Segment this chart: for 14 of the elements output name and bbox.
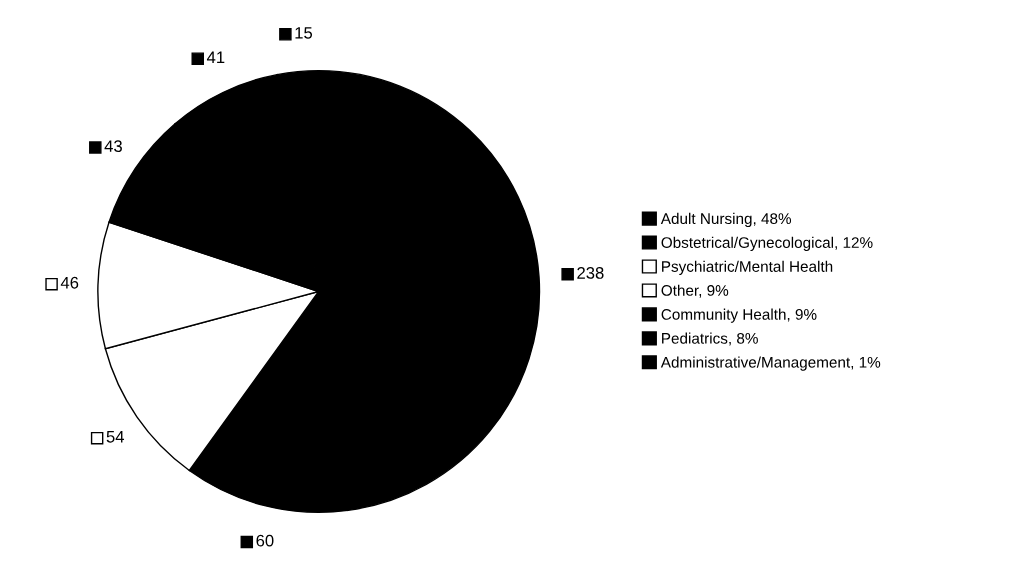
legend-label: Other, 9%	[661, 284, 729, 298]
legend-label: Adult Nursing, 48%	[660, 212, 792, 228]
data-label: 15	[295, 27, 313, 39]
data-label: 46	[60, 276, 79, 289]
legend-label: Community Health, 9%	[661, 308, 817, 323]
legend-label: Psychiatric/Mental Health	[662, 260, 833, 275]
data-label: 54	[106, 431, 125, 443]
legend-label: Pediatrics, 8%	[662, 332, 758, 346]
data-label: 60	[256, 534, 274, 547]
legend-label: Administrative/Management, 1%	[660, 356, 881, 371]
legend-label: Obstetrical/Gynecological, 12%	[661, 236, 873, 251]
data-label: 238	[577, 267, 604, 279]
data-label: 41	[206, 51, 225, 64]
data-label: 43	[104, 140, 122, 153]
